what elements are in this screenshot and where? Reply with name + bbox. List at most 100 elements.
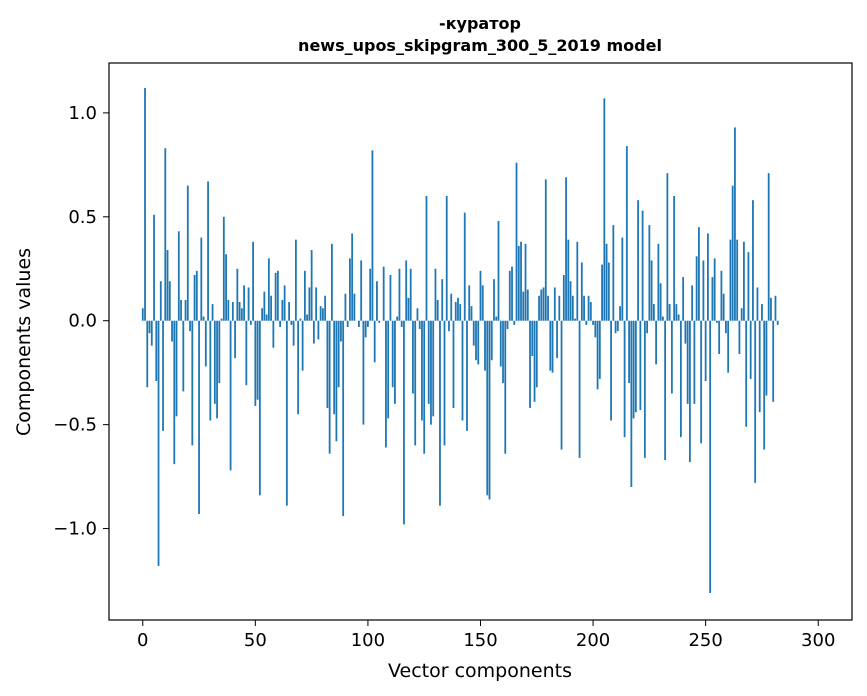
bar-189	[567, 239, 570, 321]
bar-210	[614, 320, 617, 334]
bar-237	[675, 304, 678, 321]
bar-198	[587, 295, 590, 321]
x-tick-label: 100	[351, 630, 385, 651]
bar-59	[274, 272, 277, 321]
bar-251	[707, 233, 709, 321]
bar-108	[385, 320, 387, 448]
bar-33	[216, 320, 218, 419]
bar-93	[351, 233, 354, 321]
y-tick-label: 0.0	[68, 311, 97, 332]
bar-27	[202, 316, 205, 321]
bar-270	[749, 320, 752, 379]
bar-279	[770, 297, 772, 321]
bar-195	[580, 262, 583, 321]
chart-title-line-1: -куратор	[439, 14, 521, 33]
bar-230	[659, 283, 662, 321]
bar-43	[238, 302, 241, 321]
bar-56	[267, 258, 270, 321]
bar-50	[254, 320, 257, 406]
bar-29	[207, 181, 209, 321]
bar-52	[258, 320, 261, 496]
bar-70	[299, 318, 302, 321]
bar-234	[668, 304, 671, 321]
bar-122	[416, 308, 419, 321]
bar-49	[252, 241, 254, 321]
bar-176	[538, 295, 540, 321]
bar-144	[466, 320, 468, 431]
bar-72	[303, 270, 306, 321]
bar-265	[738, 320, 741, 354]
bar-249	[702, 260, 705, 321]
bar-77	[315, 287, 318, 321]
bar-71	[301, 320, 304, 371]
bar-160	[502, 320, 504, 384]
bar-255	[716, 320, 718, 323]
bar-218	[632, 320, 635, 419]
bar-21	[189, 320, 191, 332]
bar-172	[529, 320, 531, 409]
bar-222	[641, 210, 644, 321]
bar-217	[630, 320, 633, 487]
bar-90	[344, 293, 347, 321]
bar-130	[434, 268, 437, 321]
bars-group	[141, 87, 779, 593]
bar-11	[166, 250, 169, 321]
bar-271	[752, 200, 754, 321]
bar-103	[373, 320, 376, 363]
bar-31	[211, 304, 214, 321]
bar-92	[349, 258, 351, 321]
bar-7	[157, 320, 160, 566]
bar-135	[445, 196, 448, 321]
bar-75	[310, 250, 313, 321]
bar-66	[290, 320, 293, 325]
bar-79	[319, 306, 322, 321]
bar-274	[758, 320, 761, 413]
bar-273	[756, 287, 759, 321]
bar-68	[294, 239, 297, 321]
bar-148	[475, 320, 477, 361]
bar-183	[553, 287, 556, 321]
bar-233	[666, 173, 669, 321]
bar-196	[583, 295, 585, 321]
bar-123	[418, 320, 421, 330]
bar-111	[391, 320, 394, 388]
bar-30	[209, 320, 212, 421]
x-tick-label: 150	[463, 630, 497, 651]
bar-4	[150, 320, 153, 346]
bar-6	[155, 320, 158, 381]
plot-area-frame	[108, 62, 853, 621]
bar-214	[623, 320, 626, 438]
bar-8	[159, 281, 162, 321]
bar-164	[511, 266, 513, 321]
bar-40	[231, 302, 234, 321]
bar-246	[695, 256, 698, 321]
bar-153	[486, 320, 489, 496]
bar-87	[337, 320, 340, 388]
bar-57	[270, 295, 273, 321]
bar-117	[405, 260, 408, 321]
bar-139	[454, 302, 457, 321]
bar-256	[718, 320, 721, 354]
bar-51	[256, 320, 259, 400]
bar-3	[148, 320, 151, 334]
bar-158	[497, 220, 500, 321]
bar-15	[175, 320, 178, 417]
bar-168	[520, 241, 522, 321]
bar-134	[443, 320, 446, 446]
y-axis-ticks: −1.0 −0.5 0.0 0.5 1.0	[53, 103, 109, 540]
bar-20	[186, 185, 189, 321]
bar-17	[180, 299, 182, 321]
bar-154	[488, 320, 491, 500]
bar-163	[508, 270, 511, 321]
bar-223	[643, 320, 646, 458]
bar-150	[479, 270, 482, 321]
bar-213	[621, 237, 624, 321]
bar-9	[162, 320, 164, 431]
bar-55	[265, 314, 268, 321]
bar-174	[533, 320, 536, 402]
bar-133	[441, 279, 444, 321]
bar-228	[655, 320, 658, 365]
bar-140	[457, 297, 459, 321]
bar-282	[776, 320, 779, 325]
